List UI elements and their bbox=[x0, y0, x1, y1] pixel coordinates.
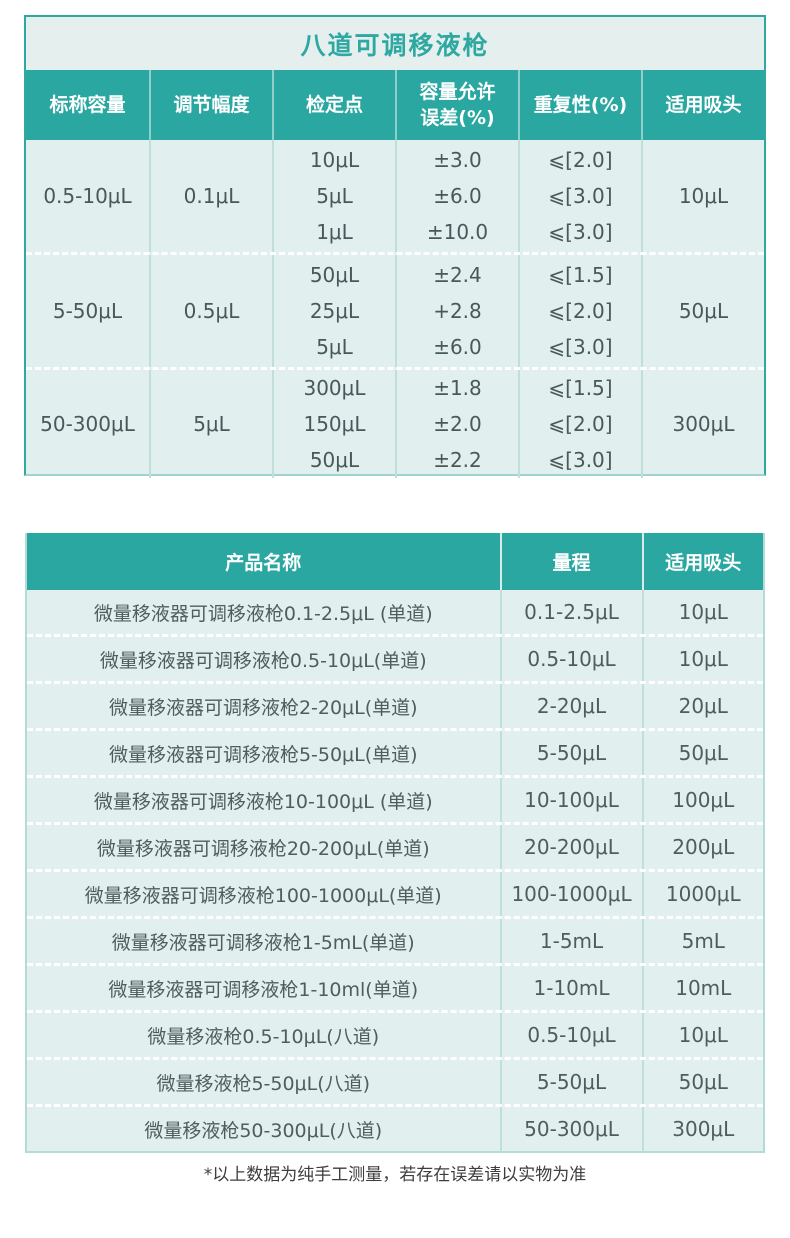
product-row: 微量移液器可调移液枪100-1000μL(单道) 100-1000μL 1000… bbox=[27, 869, 763, 916]
tip-cell: 10μL bbox=[641, 590, 763, 634]
spec-table: 八道可调移液枪 标称容量 调节幅度 检定点 容量允许 误差(%) 重复性(%) … bbox=[24, 15, 766, 478]
tip-cell: 200μL bbox=[641, 825, 763, 869]
product-name-cell: 微量移液器可调移液枪100-1000μL(单道) bbox=[84, 884, 442, 907]
spec-header-allowed-error: 容量允许 误差(%) bbox=[395, 70, 518, 140]
range-cell: 0.5-10μL bbox=[499, 637, 642, 681]
spec-table-header-row: 标称容量 调节幅度 检定点 容量允许 误差(%) 重复性(%) 适用吸头 bbox=[26, 70, 764, 140]
product-name-cell: 微量移液器可调移液枪0.1-2.5μL (单道) bbox=[93, 602, 433, 625]
spec-cell-step: 0.5μL bbox=[149, 255, 272, 367]
range-cell: 1-5mL bbox=[499, 919, 642, 963]
product-name-cell: 微量移液器可调移液枪1-10ml(单道) bbox=[108, 978, 419, 1001]
tip-cell: 10mL bbox=[641, 966, 763, 1010]
spec-cell-step: 0.1μL bbox=[149, 140, 272, 252]
spec-cell-error: ±3.0 ±6.0 ±10.0 bbox=[395, 140, 518, 252]
tip-cell: 100μL bbox=[641, 778, 763, 822]
product-row: 微量移液器可调移液枪1-5mL(单道) 1-5mL 5mL bbox=[27, 916, 763, 963]
spec-header-repeatability: 重复性(%) bbox=[518, 70, 641, 140]
product-header-range: 量程 bbox=[499, 533, 642, 590]
spec-cell-repeatability: ⩽[1.5] ⩽[2.0] ⩽[3.0] bbox=[518, 255, 641, 367]
spec-row: 50-300μL 5μL 300μL 150μL 50μL ±1.8 ±2.0 … bbox=[26, 367, 764, 478]
product-row: 微量移液器可调移液枪10-100μL (单道) 10-100μL 100μL bbox=[27, 775, 763, 822]
product-name-cell: 微量移液器可调移液枪20-200μL(单道) bbox=[96, 837, 430, 860]
spec-cell-tip: 50μL bbox=[641, 255, 764, 367]
product-header-name: 产品名称 bbox=[225, 552, 302, 574]
product-name-cell: 微量移液器可调移液枪5-50μL(单道) bbox=[108, 743, 418, 766]
spec-row: 5-50μL 0.5μL 50μL 25μL 5μL ±2.4 +2.8 ±6.… bbox=[26, 252, 764, 367]
tip-cell: 20μL bbox=[641, 684, 763, 728]
product-row: 微量移液器可调移液枪0.5-10μL(单道) 0.5-10μL 10μL bbox=[27, 634, 763, 681]
product-name-cell: 微量移液器可调移液枪2-20μL(单道) bbox=[108, 696, 418, 719]
range-cell: 10-100μL bbox=[499, 778, 642, 822]
spec-cell-capacity: 0.5-10μL bbox=[43, 184, 132, 208]
range-cell: 1-10mL bbox=[499, 966, 642, 1010]
range-cell: 5-50μL bbox=[499, 731, 642, 775]
spec-cell-tip: 300μL bbox=[641, 370, 764, 478]
product-table: 产品名称 量程 适用吸头 微量移液器可调移液枪0.1-2.5μL (单道) 0.… bbox=[25, 533, 765, 1153]
tip-cell: 300μL bbox=[641, 1107, 763, 1151]
product-name-cell: 微量移液枪0.5-10μL(八道) bbox=[147, 1025, 380, 1048]
spec-cell-error: ±1.8 ±2.0 ±2.2 bbox=[395, 370, 518, 478]
spec-cell-error: ±2.4 +2.8 ±6.0 bbox=[395, 255, 518, 367]
product-name-cell: 微量移液枪50-300μL(八道) bbox=[144, 1119, 383, 1142]
product-name-cell: 微量移液枪5-50μL(八道) bbox=[156, 1072, 371, 1095]
spec-cell-repeatability: ⩽[2.0] ⩽[3.0] ⩽[3.0] bbox=[518, 140, 641, 252]
spec-cell-capacity: 5-50μL bbox=[52, 299, 123, 323]
product-row: 微量移液器可调移液枪2-20μL(单道) 2-20μL 20μL bbox=[27, 681, 763, 728]
range-cell: 2-20μL bbox=[499, 684, 642, 728]
product-row: 微量移液枪5-50μL(八道) 5-50μL 50μL bbox=[27, 1057, 763, 1104]
tip-cell: 10μL bbox=[641, 637, 763, 681]
spec-header-nominal-capacity: 标称容量 bbox=[49, 94, 126, 116]
product-row: 微量移液器可调移液枪0.1-2.5μL (单道) 0.1-2.5μL 10μL bbox=[27, 590, 763, 634]
spec-header-test-point: 检定点 bbox=[272, 70, 395, 140]
product-name-cell: 微量移液器可调移液枪1-5mL(单道) bbox=[111, 931, 415, 954]
product-table-header-row: 产品名称 量程 适用吸头 bbox=[27, 533, 763, 590]
spec-header-tip: 适用吸头 bbox=[641, 70, 764, 140]
range-cell: 50-300μL bbox=[499, 1107, 642, 1151]
product-header-tip: 适用吸头 bbox=[641, 533, 763, 590]
range-cell: 0.5-10μL bbox=[499, 1013, 642, 1057]
range-cell: 0.1-2.5μL bbox=[499, 590, 642, 634]
tip-cell: 50μL bbox=[641, 731, 763, 775]
footnote: *以上数据为纯手工测量，若存在误差请以实物为准 bbox=[203, 1165, 587, 1185]
range-cell: 5-50μL bbox=[499, 1060, 642, 1104]
spec-table-title: 八道可调移液枪 bbox=[26, 17, 764, 70]
spec-cell-step: 5μL bbox=[149, 370, 272, 478]
product-row: 微量移液器可调移液枪20-200μL(单道) 20-200μL 200μL bbox=[27, 822, 763, 869]
spec-header-adjustment-step: 调节幅度 bbox=[149, 70, 272, 140]
spec-row: 0.5-10μL 0.1μL 10μL 5μL 1μL ±3.0 ±6.0 ±1… bbox=[26, 140, 764, 252]
spec-cell-points: 50μL 25μL 5μL bbox=[272, 255, 395, 367]
tip-cell: 50μL bbox=[641, 1060, 763, 1104]
tip-cell: 5mL bbox=[641, 919, 763, 963]
spec-cell-points: 300μL 150μL 50μL bbox=[272, 370, 395, 478]
product-name-cell: 微量移液器可调移液枪0.5-10μL(单道) bbox=[99, 649, 427, 672]
product-row: 微量移液器可调移液枪1-10ml(单道) 1-10mL 10mL bbox=[27, 963, 763, 1010]
spec-table-body: 0.5-10μL 0.1μL 10μL 5μL 1μL ±3.0 ±6.0 ±1… bbox=[26, 140, 764, 478]
product-row: 微量移液器可调移液枪5-50μL(单道) 5-50μL 50μL bbox=[27, 728, 763, 775]
spec-cell-tip: 10μL bbox=[641, 140, 764, 252]
tip-cell: 10μL bbox=[641, 1013, 763, 1057]
spec-cell-points: 10μL 5μL 1μL bbox=[272, 140, 395, 252]
range-cell: 100-1000μL bbox=[499, 872, 642, 916]
spec-cell-capacity: 50-300μL bbox=[40, 412, 135, 436]
tip-cell: 1000μL bbox=[641, 872, 763, 916]
spec-cell-repeatability: ⩽[1.5] ⩽[2.0] ⩽[3.0] bbox=[518, 370, 641, 478]
range-cell: 20-200μL bbox=[499, 825, 642, 869]
product-row: 微量移液枪0.5-10μL(八道) 0.5-10μL 10μL bbox=[27, 1010, 763, 1057]
product-name-cell: 微量移液器可调移液枪10-100μL (单道) bbox=[93, 790, 433, 813]
product-row: 微量移液枪50-300μL(八道) 50-300μL 300μL bbox=[27, 1104, 763, 1151]
